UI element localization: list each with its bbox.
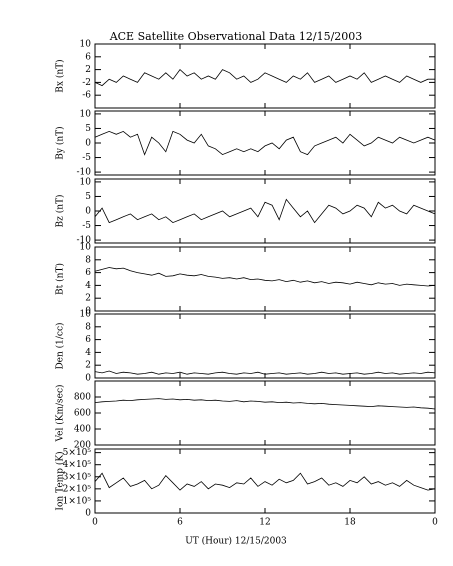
data-line (94, 130, 436, 156)
y-tick-label: 5×10⁵ (63, 448, 92, 458)
y-tick-label: 10 (80, 40, 92, 50)
y-tick-label: -5 (82, 221, 91, 231)
y-tick-label: 800 (74, 393, 91, 403)
panel-frame (94, 178, 436, 244)
x-axis-label: UT (Hour) 12/15/2003 (185, 536, 287, 547)
y-tick-label: 4×10⁵ (63, 460, 92, 470)
y-tick-label: 5 (85, 192, 91, 202)
y-tick-label: 10 (80, 243, 92, 253)
y-tick-label: 6 (85, 52, 91, 62)
y-axis-label: Bt (nT) (55, 263, 66, 295)
x-tick-label: 18 (344, 518, 356, 528)
y-axis-label: Ion Temp (K) (55, 451, 66, 510)
x-tick-label: 12 (259, 518, 270, 528)
y-tick-label: 3×10⁵ (63, 472, 92, 482)
data-line (94, 370, 436, 375)
panel-frame (94, 110, 436, 176)
y-tick-label: 0 (85, 509, 91, 519)
y-tick-label: 200 (74, 441, 91, 451)
y-tick-label: 0 (85, 307, 91, 317)
y-tick-label: 10 (80, 177, 92, 187)
y-tick-label: 6 (85, 335, 91, 345)
y-tick-label: 2 (85, 65, 91, 75)
y-tick-label: 4 (85, 281, 91, 291)
panel-frame (94, 313, 436, 379)
y-axis-label: By (nT) (55, 126, 66, 159)
y-tick-label: 5 (85, 124, 91, 134)
y-tick-label: 10 (80, 109, 92, 119)
data-line (94, 472, 436, 491)
y-axis-label: Bx (nT) (55, 59, 66, 92)
panel-frame (94, 246, 436, 312)
x-tick-label: 0 (432, 518, 438, 528)
y-tick-label: 6 (85, 268, 91, 278)
data-line (94, 398, 436, 410)
x-tick-label: 0 (92, 518, 98, 528)
panel-frame (94, 43, 436, 109)
y-axis-label: Vel (Km/sec) (55, 384, 66, 442)
y-axis-label: Bz (nT) (55, 194, 66, 227)
data-line (94, 267, 436, 287)
x-tick-label: 6 (177, 518, 183, 528)
y-tick-label: 1×10⁵ (63, 496, 92, 506)
y-tick-label: -10 (77, 168, 92, 178)
panel-frame (94, 380, 436, 446)
y-tick-label: -6 (82, 91, 91, 101)
y-tick-label: 400 (74, 425, 91, 435)
y-tick-label: 2 (85, 294, 91, 304)
y-tick-label: 2×10⁵ (63, 484, 92, 494)
data-line (94, 198, 436, 224)
y-tick-label: 0 (85, 207, 91, 217)
y-tick-label: -10 (77, 236, 92, 246)
chart-title: ACE Satellite Observational Data 12/15/2… (109, 30, 363, 43)
y-tick-label: 8 (85, 322, 91, 332)
y-tick-label: -2 (82, 78, 91, 88)
y-tick-label: 8 (85, 255, 91, 265)
panel-frame (94, 448, 436, 514)
y-axis-label: Den (1/cc) (55, 322, 66, 369)
y-tick-label: 0 (85, 374, 91, 384)
y-tick-label: 600 (74, 409, 91, 419)
y-tick-label: 4 (85, 348, 91, 358)
data-line (94, 69, 435, 87)
y-tick-label: 10 (80, 310, 92, 320)
y-tick-label: 2 (85, 361, 91, 371)
y-tick-label: 0 (85, 139, 91, 149)
y-tick-label: -5 (82, 153, 91, 163)
